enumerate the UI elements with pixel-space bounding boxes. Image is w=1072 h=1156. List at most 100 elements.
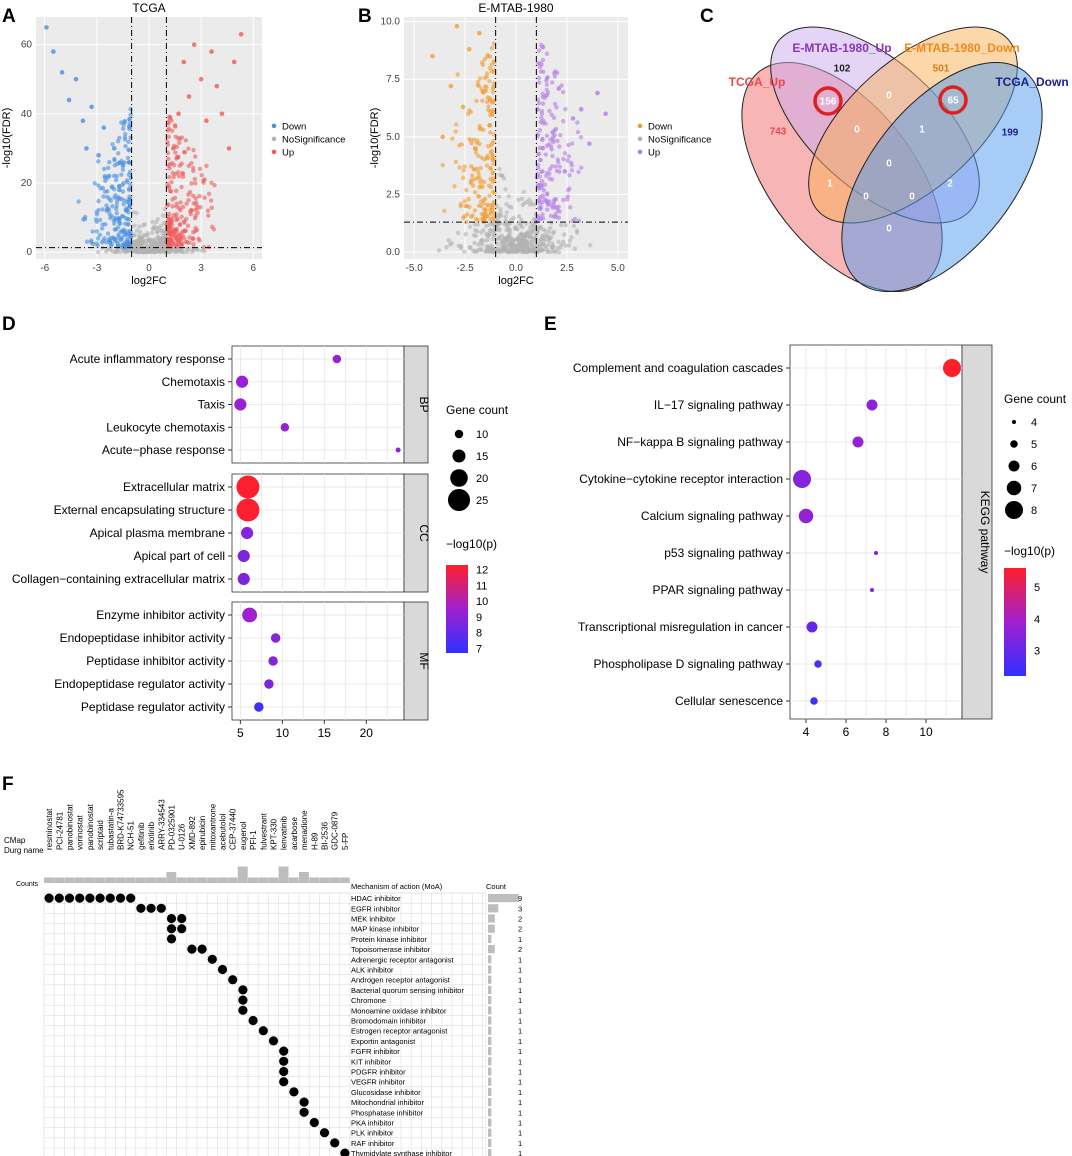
- sig-point: [551, 140, 556, 145]
- background-point: [84, 239, 90, 244]
- moa-label: Mitochondrial inhibitor: [351, 1098, 424, 1107]
- sig-point: [536, 185, 542, 191]
- background-point: [504, 210, 510, 215]
- drug-count-bar: [74, 877, 85, 883]
- background-point: [512, 237, 517, 243]
- drug-label: lenvatinib: [280, 816, 289, 850]
- sig-point: [119, 172, 124, 177]
- sig-point: [116, 151, 121, 156]
- drug-count-bar: [329, 877, 340, 883]
- y-tick-label: 60: [21, 40, 33, 51]
- membership-dot: [75, 893, 85, 903]
- sig-point: [464, 219, 469, 225]
- background-point: [543, 233, 549, 238]
- size-legend-label: 6: [1031, 461, 1037, 473]
- point-cloud: [76, 106, 217, 255]
- background-point: [516, 197, 521, 202]
- sig-point: [491, 161, 496, 166]
- drug-label: tubastatin-a: [106, 808, 115, 850]
- moa-count-bar: [488, 1036, 492, 1045]
- facet-strip: [961, 344, 993, 720]
- background-point: [140, 239, 146, 244]
- membership-dot: [238, 1005, 248, 1015]
- background-point: [531, 236, 537, 241]
- sig-point: [94, 219, 100, 224]
- moa-count-label: 1: [518, 1098, 522, 1107]
- sig-point: [538, 194, 543, 200]
- moa-label: Phosphatase inhibitor: [351, 1108, 424, 1117]
- background-point: [558, 222, 564, 228]
- moa-label: Estrogen receptor antagonist: [351, 1027, 448, 1036]
- moa-count-label: 1: [518, 1149, 522, 1156]
- sig-point: [128, 106, 133, 112]
- background-point: [180, 204, 186, 210]
- point-down: [477, 30, 482, 36]
- sig-point: [536, 151, 542, 156]
- sig-point: [537, 206, 542, 211]
- sig-point: [539, 62, 544, 67]
- moa-count-label: 1: [518, 1057, 522, 1066]
- background-point: [462, 249, 467, 254]
- sig-point: [484, 156, 490, 161]
- sig-point: [197, 194, 202, 199]
- background-point: [469, 179, 474, 184]
- background-point: [468, 224, 473, 229]
- drug-count-bar: [268, 877, 279, 883]
- sig-point: [126, 187, 132, 192]
- moa-count-bar: [488, 1138, 492, 1147]
- sig-point: [109, 185, 115, 190]
- bubble: [806, 621, 818, 633]
- drug-count-bar: [217, 877, 228, 883]
- size-legend-label: 5: [1031, 439, 1037, 451]
- facet-strip: [403, 473, 429, 593]
- moa-count-bar: [488, 914, 495, 923]
- point-down: [487, 123, 492, 128]
- venn-region-count: 156: [820, 97, 837, 108]
- drug-label: vorinostat: [76, 815, 85, 850]
- background-point: [519, 247, 525, 253]
- sig-point: [540, 145, 545, 151]
- x-tick-label: 5: [237, 726, 244, 740]
- sig-point: [578, 135, 584, 140]
- point-down: [89, 104, 94, 110]
- point-up: [538, 157, 543, 163]
- sig-point: [173, 243, 179, 249]
- background-point: [95, 249, 101, 255]
- background-point: [539, 242, 544, 247]
- facet-strip-label: MF: [417, 652, 431, 669]
- sig-point: [177, 222, 183, 227]
- background-point: [209, 180, 214, 185]
- sig-point: [193, 207, 198, 212]
- color-legend-label: 10: [476, 596, 488, 608]
- moa-label: Thymidylate synthase inhibitor: [351, 1149, 452, 1156]
- background-point: [192, 176, 198, 182]
- sig-point: [461, 215, 466, 221]
- membership-dot: [289, 1087, 299, 1097]
- sig-point: [121, 198, 127, 203]
- sig-point: [165, 181, 170, 187]
- membership-dot: [299, 1097, 309, 1107]
- sig-point: [167, 114, 172, 119]
- drug-label: mitoxantrone: [208, 803, 217, 850]
- sig-point: [569, 163, 574, 168]
- background-point: [530, 229, 535, 235]
- background-point: [496, 228, 502, 233]
- background-point: [485, 238, 490, 243]
- x-tick-label: 5.0: [611, 263, 625, 274]
- sig-point: [171, 162, 177, 168]
- drug-label: 5-FP: [341, 833, 350, 850]
- legend-label: Down: [648, 121, 672, 132]
- moa-count-label: 2: [518, 925, 522, 934]
- membership-dot: [228, 975, 238, 985]
- bubble: [870, 588, 874, 592]
- y-tick-label: 0.0: [386, 247, 400, 258]
- sig-point: [479, 60, 485, 65]
- moa-label: EGFR inhibitor: [351, 904, 401, 913]
- sig-point: [100, 207, 105, 212]
- background-point: [444, 245, 449, 250]
- sig-point: [565, 197, 570, 202]
- bubble: [234, 398, 247, 411]
- size-legend-label: 10: [476, 429, 488, 441]
- sig-point: [540, 101, 546, 106]
- sig-point: [488, 108, 493, 114]
